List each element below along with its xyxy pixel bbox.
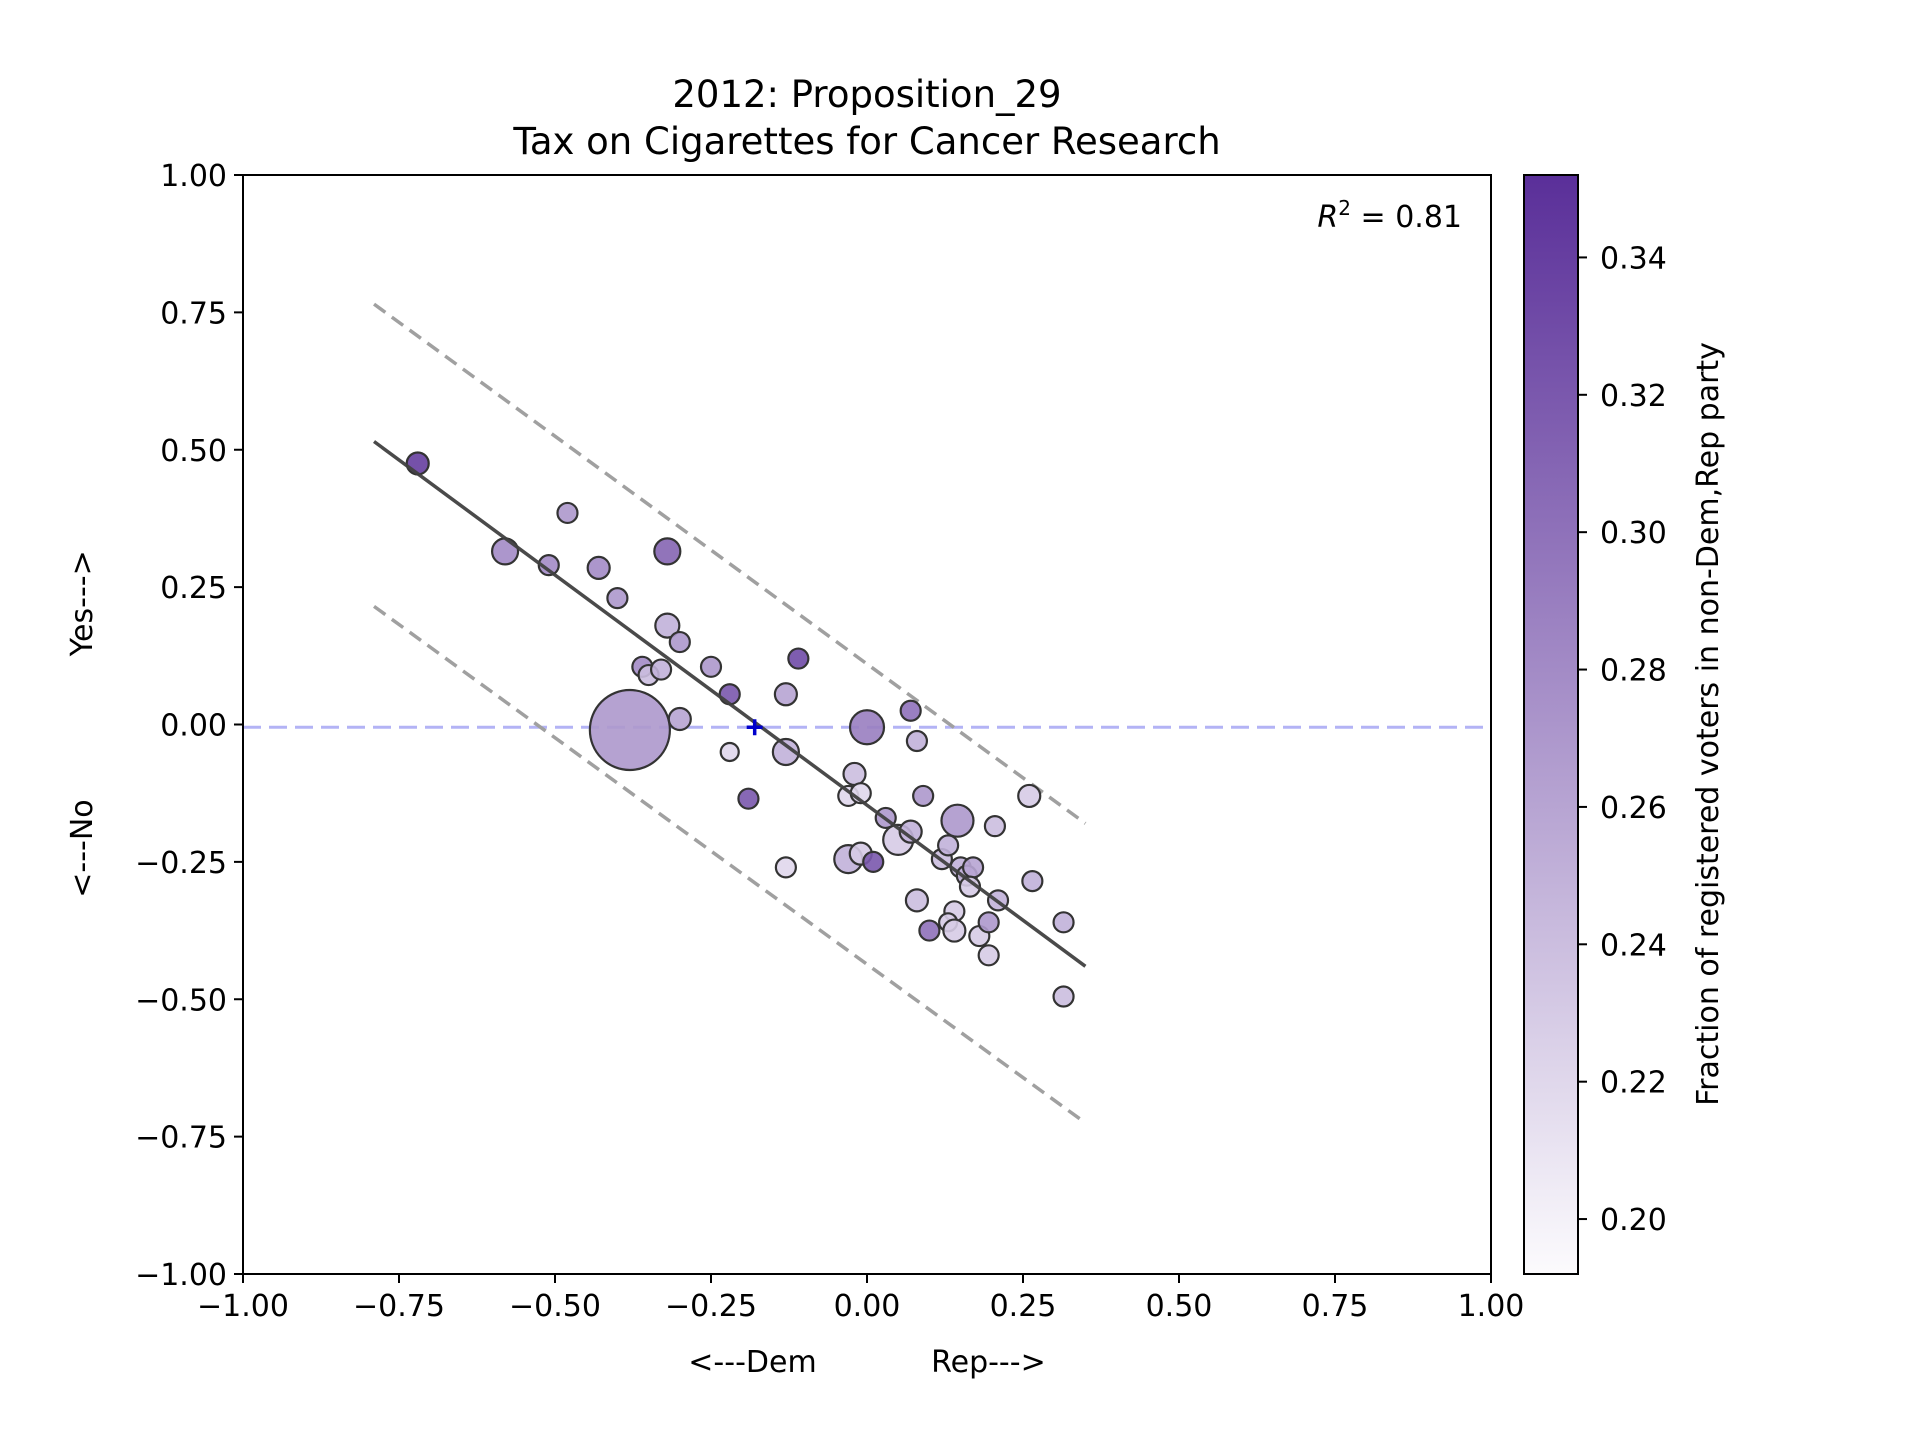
data-point <box>904 888 930 913</box>
data-point <box>718 683 741 706</box>
y-tick-label: 0.25 <box>160 571 227 606</box>
x-tick-label: −0.25 <box>665 1289 757 1324</box>
x-axis-label: <---Dem Rep---> <box>688 1345 1045 1380</box>
y-tick-label: 0.50 <box>160 434 227 469</box>
x-tick-label: 0.00 <box>834 1289 901 1324</box>
colorbar-tick-label: 0.32 <box>1600 379 1667 414</box>
data-point <box>586 555 611 580</box>
chart-title-line2: Tax on Cigarettes for Cancer Research <box>512 120 1220 163</box>
colorbar-tick-label: 0.24 <box>1600 928 1667 963</box>
data-point <box>405 451 430 476</box>
colorbar-label: Fraction of registered voters in non-Dem… <box>1691 342 1726 1106</box>
data-point <box>899 699 922 722</box>
data-point <box>912 784 935 808</box>
x-tick-label: −0.50 <box>509 1289 601 1324</box>
data-point <box>905 729 929 753</box>
data-point <box>848 709 886 746</box>
x-tick-label: 0.25 <box>990 1289 1057 1324</box>
y-tick-label: 1.00 <box>160 159 227 194</box>
data-point <box>771 737 800 767</box>
lower-band-line <box>373 604 1087 1125</box>
data-point <box>699 655 723 678</box>
y-tick-label: −0.50 <box>135 983 227 1018</box>
data-point <box>918 919 941 942</box>
y-axis-label: <---No Yes---> <box>65 550 100 898</box>
x-tick-label: 1.00 <box>1458 1289 1525 1324</box>
data-point <box>653 537 682 566</box>
data-point <box>1052 985 1075 1008</box>
data-point <box>977 944 1000 967</box>
colorbar-tick-label: 0.22 <box>1600 1066 1667 1101</box>
colorbar: 0.20 0.22 0.24 0.26 0.28 0.30 0.32 0.34 Fractio… <box>1523 174 1726 1275</box>
x-tick-label: −1.00 <box>197 1289 289 1324</box>
data-point <box>898 819 923 844</box>
x-tick-label: 0.50 <box>1146 1289 1213 1324</box>
x-tick-label: −0.75 <box>353 1289 445 1324</box>
data-point <box>1052 911 1075 934</box>
colorbar-ticks: 0.20 0.22 0.24 0.26 0.28 0.30 0.32 0.34 <box>1578 241 1667 1238</box>
data-point <box>787 647 810 670</box>
data-point <box>737 787 760 810</box>
plot-area <box>243 302 1491 1125</box>
colorbar-gradient <box>1523 174 1579 1275</box>
y-tick-label: 0.00 <box>160 709 227 744</box>
colorbar-tick-label: 0.20 <box>1600 1203 1667 1238</box>
y-tick-label: −1.00 <box>135 1258 227 1293</box>
colorbar-tick-label: 0.30 <box>1600 516 1667 551</box>
y-tick-label: −0.75 <box>135 1121 227 1156</box>
data-point <box>983 815 1007 838</box>
data-point <box>937 834 960 857</box>
data-point <box>649 658 673 681</box>
data-point <box>942 918 967 943</box>
data-point <box>719 741 740 763</box>
colorbar-tick-label: 0.28 <box>1600 654 1667 689</box>
x-axis: −1.00 −0.75 −0.50 −0.25 0.00 0.25 0.50 0.75 1.00 <box>197 1274 1524 1324</box>
data-point <box>490 537 520 566</box>
data-point <box>940 803 975 838</box>
fit-line <box>373 440 1087 968</box>
colorbar-tick-label: 0.34 <box>1600 241 1667 276</box>
upper-band-line <box>373 302 1087 825</box>
y-tick-label: 0.75 <box>160 296 227 331</box>
data-point <box>774 856 797 879</box>
data-point <box>1017 783 1042 809</box>
data-point <box>961 856 985 879</box>
x-tick-label: 0.75 <box>1302 1289 1369 1324</box>
data-point <box>556 501 579 525</box>
y-axis: −1.00 −0.75 −0.50 −0.25 0.00 0.25 0.50 0.75 1.00 <box>135 159 243 1293</box>
colorbar-tick-label: 0.26 <box>1600 791 1667 826</box>
center-marker <box>746 719 763 736</box>
chart-title: 2012: Proposition_29 Tax on Cigarettes f… <box>512 73 1220 163</box>
r-squared-annotation: R2 = 0.81 <box>1317 196 1462 235</box>
data-point <box>842 761 867 787</box>
data-point <box>588 688 671 772</box>
data-point <box>1021 870 1044 893</box>
data-point <box>668 630 691 654</box>
data-point <box>667 706 692 732</box>
data-point <box>977 911 1000 934</box>
data-point <box>862 850 885 873</box>
data-point <box>606 587 629 610</box>
y-tick-label: −0.25 <box>135 846 227 881</box>
chart-title-line1: 2012: Proposition_29 <box>672 73 1061 116</box>
data-point <box>654 612 681 639</box>
data-point <box>773 682 798 707</box>
